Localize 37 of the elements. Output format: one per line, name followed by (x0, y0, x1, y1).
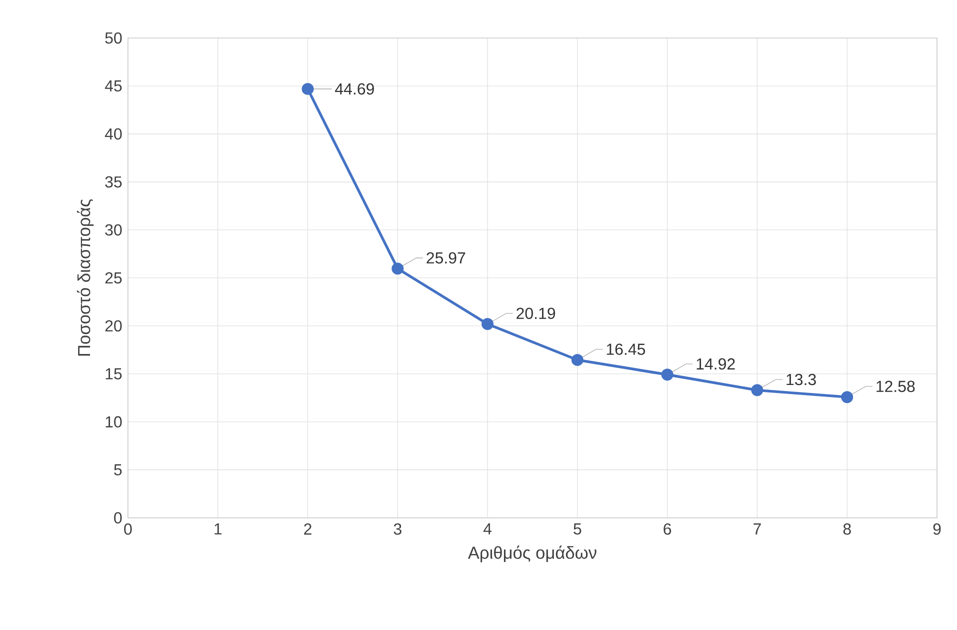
y-axis-title: Ποσοστό διασποράς (76, 199, 94, 356)
y-tick-label: 25 (105, 272, 122, 284)
data-label: 12.58 (876, 380, 915, 392)
data-label: 25.97 (426, 252, 466, 264)
y-tick-label: 45 (104, 80, 122, 92)
y-tick-label: 30 (105, 224, 122, 236)
x-tick-label: 8 (843, 524, 851, 535)
point (482, 318, 494, 330)
y-tick-label: 5 (114, 464, 122, 476)
data-label: 44.69 (335, 83, 374, 95)
point (841, 391, 854, 404)
data-label: 13.3 (786, 374, 816, 386)
x-tick-label: 1 (214, 524, 222, 535)
point (571, 354, 584, 366)
y-tick-label: 10 (106, 416, 122, 428)
x-tick-label: 7 (754, 524, 761, 535)
x-tick-label: 5 (574, 524, 582, 535)
y-tick-label: 40 (104, 128, 122, 140)
point (302, 83, 314, 96)
x-tick-label: 3 (394, 524, 402, 535)
point (751, 384, 764, 396)
data-label: 14.92 (696, 358, 735, 370)
y-tick-label: 0 (114, 512, 122, 524)
x-tick-label: 0 (124, 524, 132, 535)
data-label: 20.19 (516, 308, 556, 320)
y-tick-label: 35 (105, 176, 122, 188)
y-tick-label: 50 (105, 32, 122, 44)
data-label: 16.45 (606, 344, 646, 356)
point (661, 368, 674, 381)
x-tick-label: 4 (483, 524, 492, 535)
point (392, 262, 404, 275)
x-tick-label: 2 (304, 524, 312, 535)
x-axis-title: Αριθμός ομάδων (468, 546, 596, 562)
x-tick-label: 9 (933, 524, 941, 535)
x-tick-label: 6 (664, 524, 672, 535)
y-tick-label: 20 (105, 320, 122, 332)
y-tick-label: 15 (106, 368, 122, 380)
